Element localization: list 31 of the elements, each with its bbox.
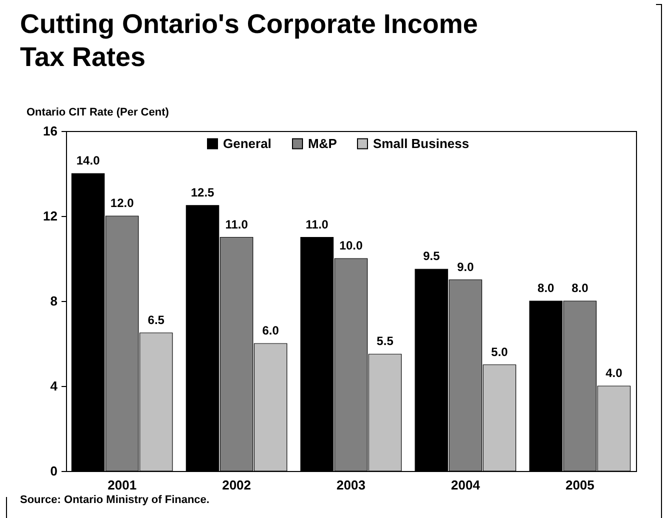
y-tick-label: 12 [43, 208, 58, 224]
data-label: 5.5 [376, 334, 394, 348]
x-tick-label: 2003 [336, 478, 366, 492]
x-tick-label: 2002 [222, 478, 252, 492]
data-label: 8.0 [572, 281, 589, 295]
data-label: 12.5 [190, 185, 215, 200]
y-tick-label: 16 [43, 124, 58, 138]
chart-title: Cutting Ontario's Corporate Income Tax Rates [20, 8, 479, 74]
data-label: 9.5 [423, 249, 440, 264]
data-label: 14.0 [76, 154, 100, 168]
x-tick-label: 2005 [565, 478, 594, 492]
data-label: 4.0 [606, 366, 623, 380]
legend-label: Small Business [373, 136, 470, 151]
x-tick-label: 2004 [450, 478, 481, 492]
data-label: 6.0 [262, 324, 280, 338]
y-axis-title: Ontario CIT Rate (Per Cent) [26, 106, 170, 118]
legend-label: M&P [308, 136, 338, 151]
y-tick-label: 0 [50, 464, 58, 478]
data-label: 9.0 [457, 260, 474, 274]
source-note: Source: Ontario Ministry of Finance. [20, 494, 210, 506]
data-label: 11.0 [225, 217, 248, 232]
y-tick-label: 8 [50, 294, 58, 308]
data-label: 12.0 [110, 196, 134, 210]
x-tick-label: 2001 [108, 478, 137, 492]
y-tick-label: 4 [50, 378, 58, 394]
data-label: 8.0 [538, 281, 555, 295]
data-label: 6.5 [148, 312, 165, 327]
data-label: 11.0 [306, 217, 329, 232]
data-label: 10.0 [339, 238, 363, 252]
data-label: 5.0 [491, 344, 508, 359]
legend-label: General [223, 136, 272, 151]
